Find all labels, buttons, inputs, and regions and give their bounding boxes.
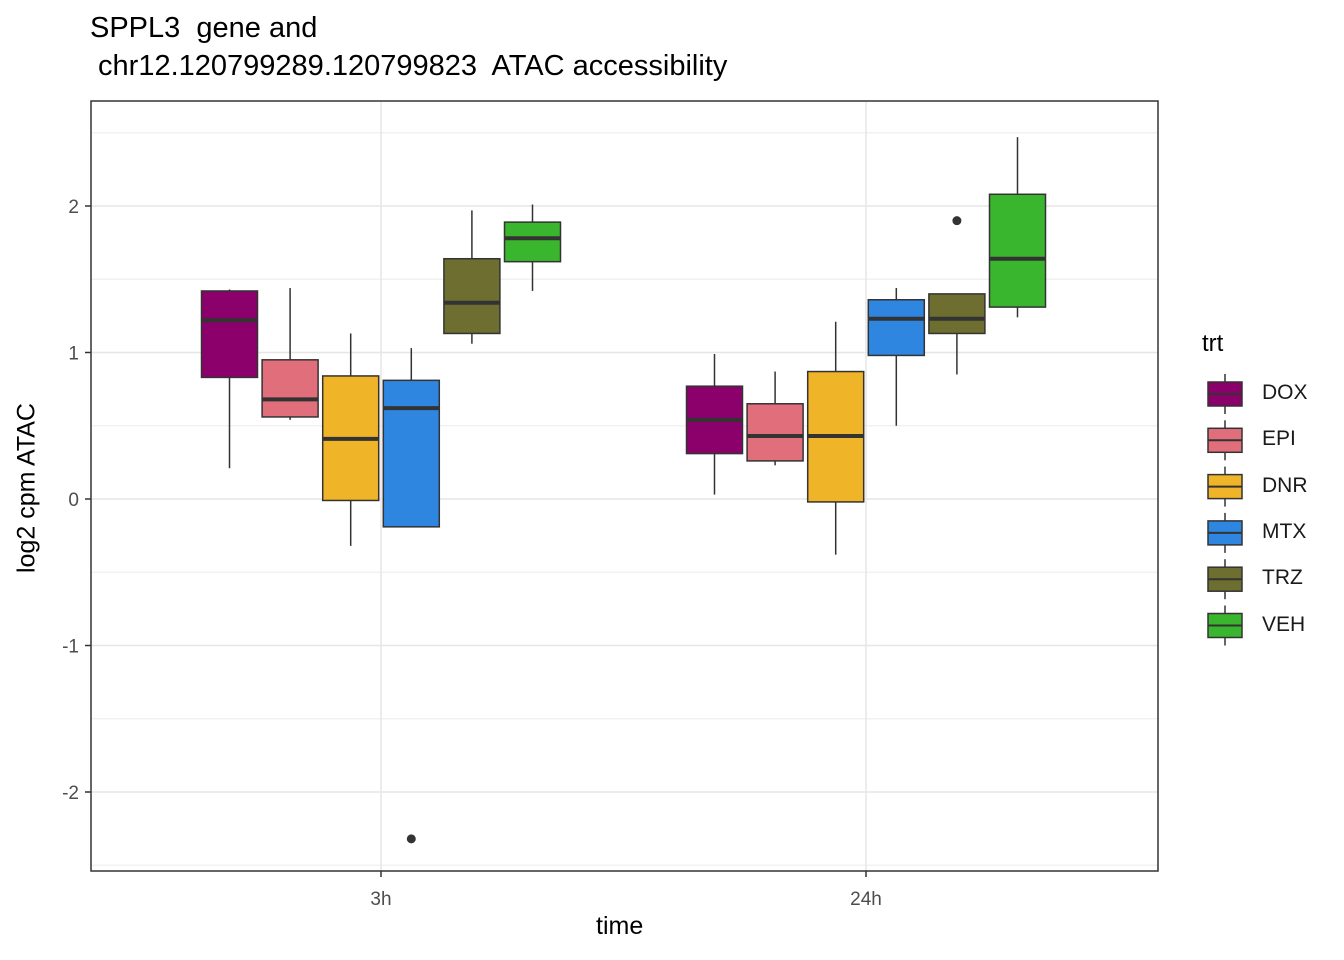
box-mtx-3h — [382, 348, 441, 844]
x-tick-label: 3h — [370, 889, 391, 910]
y-tick-label: 1 — [68, 344, 79, 365]
legend-label-trz: TRZ — [1262, 566, 1303, 590]
x-axis-title: time — [596, 912, 644, 940]
chart-title-line-2: chr12.120799289.120799823 ATAC accessibi… — [90, 50, 728, 82]
legend-title: trt — [1202, 330, 1224, 357]
legend-label-dnr: DNR — [1262, 473, 1308, 497]
legend-key-mtx — [1207, 512, 1243, 553]
box-series — [200, 137, 1047, 844]
box-body — [503, 221, 562, 263]
legend-key-epi — [1207, 420, 1243, 461]
box-dox-3h — [200, 289, 259, 469]
box-body — [382, 379, 441, 528]
outlier-point — [952, 216, 962, 226]
y-tick-label: -2 — [62, 783, 79, 804]
x-tick-label: 24h — [850, 889, 882, 910]
box-mtx-24h — [867, 288, 926, 426]
box-veh-24h — [988, 137, 1047, 318]
panel-border — [90, 100, 1159, 872]
box-body — [746, 403, 804, 462]
box-veh-3h — [503, 204, 562, 291]
box-dnr-3h — [321, 333, 380, 546]
y-tick-label: -1 — [62, 637, 79, 658]
legend-key-dnr — [1207, 466, 1243, 507]
box-body — [261, 359, 319, 418]
y-axis-title: log2 cpm ATAC — [12, 403, 41, 573]
legend-label-veh: VEH — [1262, 612, 1306, 636]
grid-lines — [91, 101, 1158, 871]
box-body — [988, 193, 1047, 308]
box-body — [200, 290, 259, 379]
box-epi-3h — [261, 288, 319, 420]
box-trz-3h — [443, 210, 501, 344]
box-dnr-24h — [806, 321, 865, 555]
legend-key-trz — [1207, 559, 1243, 600]
box-dox-24h — [685, 353, 744, 495]
axes: 2 1 0 -1 -2 3h 24h — [62, 100, 1159, 910]
y-tick-label: 0 — [68, 490, 79, 511]
legend-label-dox: DOX — [1262, 381, 1308, 404]
box-epi-24h — [746, 371, 804, 466]
box-trz-24h — [928, 216, 986, 375]
outlier-point — [406, 834, 416, 844]
chart-title-line-1: SPPL3 gene and — [90, 12, 318, 44]
legend-label-epi: EPI — [1262, 427, 1296, 451]
legend-key-dox — [1207, 374, 1243, 414]
legend-key-veh — [1207, 605, 1243, 646]
box-body — [928, 293, 986, 335]
legend-label-mtx: MTX — [1262, 519, 1307, 543]
y-tick-label: 2 — [68, 197, 79, 218]
box-body — [443, 257, 501, 335]
box-body — [867, 299, 926, 357]
legend-keys — [1207, 374, 1243, 646]
